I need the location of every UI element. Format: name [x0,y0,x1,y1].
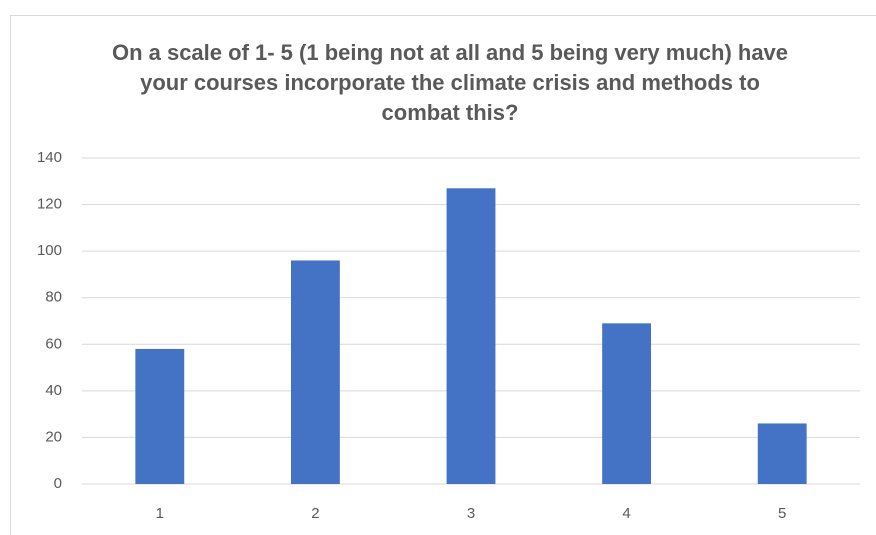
x-tick-label: 3 [467,505,475,522]
bar [602,323,652,484]
x-tick-label: 5 [778,505,786,522]
y-tick-label: 140 [37,149,62,166]
bar [290,260,340,484]
y-tick-label: 100 [37,242,62,259]
chart-title: On a scale of 1- 5 (1 being not at all a… [111,40,789,125]
y-tick-label: 80 [45,289,62,306]
y-tick-label: 120 [37,196,62,213]
y-tick-label: 60 [45,335,62,352]
x-tick-label: 2 [311,505,319,522]
y-tick-label: 40 [45,382,62,399]
chart-frame [10,15,876,535]
bar [135,348,185,484]
bar [446,188,496,484]
y-tick-label: 0 [54,475,62,492]
y-tick-label: 20 [45,428,62,445]
x-tick-label: 1 [156,505,164,522]
bar [757,423,807,484]
x-tick-label: 4 [622,505,630,522]
